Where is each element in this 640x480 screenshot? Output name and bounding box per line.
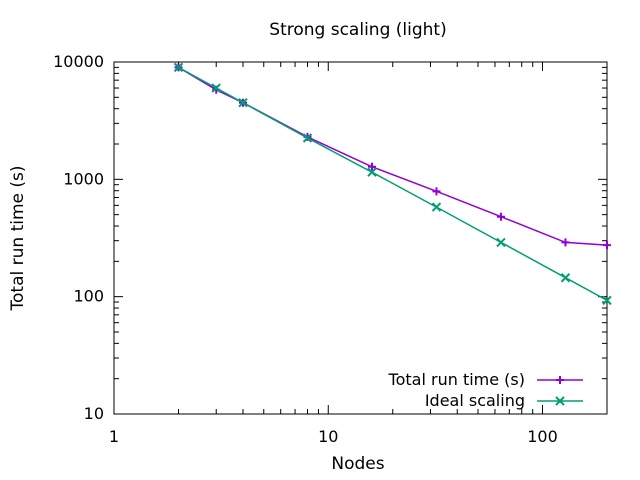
data-point xyxy=(367,162,376,171)
chart-title: Strong scaling (light) xyxy=(269,20,446,40)
data-point xyxy=(302,133,313,143)
y-tick-labels: 10 100 1000 10000 xyxy=(53,52,104,423)
x-tick-label: 1 xyxy=(109,427,119,446)
data-point xyxy=(561,238,570,247)
series-ideal-scaling xyxy=(173,62,612,306)
y-tick-label: 100 xyxy=(73,287,104,306)
x-tick-label: 10 xyxy=(318,427,338,446)
data-point xyxy=(211,83,221,93)
data-point xyxy=(173,62,184,73)
y-tick-label: 1000 xyxy=(63,169,104,188)
legend: Total run time (s) Ideal scaling xyxy=(388,370,583,410)
data-point xyxy=(367,167,377,177)
legend-marker xyxy=(556,376,564,384)
y-axis-label: Total run time (s) xyxy=(8,166,28,312)
data-point xyxy=(603,241,611,250)
data-point xyxy=(560,273,571,283)
x-tick-label: 100 xyxy=(527,427,558,446)
data-point xyxy=(496,212,505,221)
data-point xyxy=(496,237,506,248)
series-line xyxy=(178,66,608,246)
data-point xyxy=(431,202,442,212)
data-point xyxy=(432,187,441,196)
legend-marker xyxy=(555,396,565,406)
y-tick-label: 10 xyxy=(84,404,104,423)
series-layer xyxy=(173,62,612,306)
y-tick-label: 10000 xyxy=(53,52,104,71)
legend-label: Ideal scaling xyxy=(425,391,525,410)
data-point xyxy=(602,295,612,306)
series-total-run-time xyxy=(174,63,611,250)
x-tick-labels: 1 10 100 xyxy=(109,427,558,446)
plot-frame xyxy=(113,61,608,415)
x-axis-label: Nodes xyxy=(331,454,384,474)
legend-label: Total run time (s) xyxy=(388,370,525,389)
axis-ticks xyxy=(113,61,608,415)
data-point xyxy=(238,97,248,108)
